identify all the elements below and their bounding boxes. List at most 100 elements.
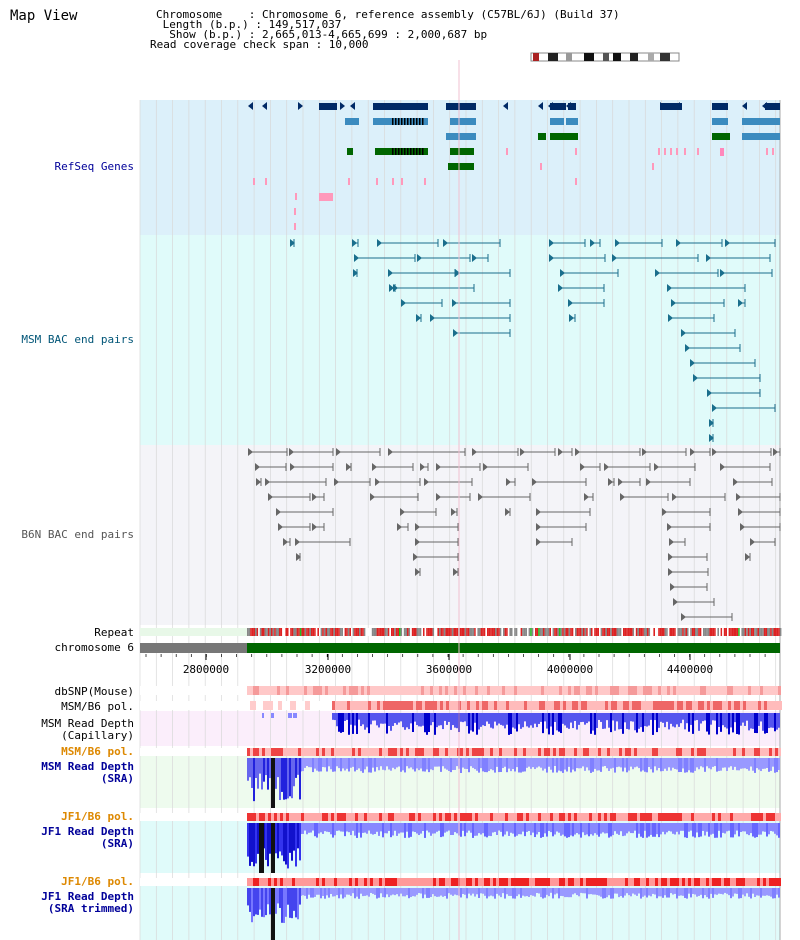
jf1-sra-depth-bar <box>384 823 386 834</box>
msm-bac-pair-end <box>685 344 690 352</box>
jf1-pol-cell <box>403 813 406 821</box>
msm-pol-cell <box>527 701 530 710</box>
msm-cap-depth-bar <box>734 713 736 723</box>
jf1-trim-depth-bar <box>774 888 776 899</box>
msm-sra-depth-bar <box>332 758 334 772</box>
jf1-b6-pol-label-1[interactable]: JF1/B6 pol. <box>61 810 134 823</box>
dbsnp-cell <box>484 686 487 695</box>
jf1-pol-cell <box>391 813 394 821</box>
msm-sra-depth-label-1[interactable]: MSM Read Depth <box>41 760 134 773</box>
repeat-segment <box>429 628 431 636</box>
msm-cap-depth-bar <box>634 713 636 731</box>
exon-mark <box>410 118 412 125</box>
jf1-pol2-cell <box>595 878 598 886</box>
jf1-pol-cell <box>283 813 286 821</box>
msm-cap-depth-bar <box>610 713 612 733</box>
jf1-trim-depth-saturated <box>271 888 275 940</box>
repeat-segment <box>567 628 569 636</box>
msm-cap-depth-bar <box>722 713 724 726</box>
jf1-sra-depth-bar <box>740 823 742 832</box>
msm-sra-depth-bar <box>760 758 762 772</box>
msm-sra-depth-bar <box>702 758 704 768</box>
jf1-pol2-cell <box>283 878 286 886</box>
msm-cap-depth-bar <box>344 713 346 721</box>
gene-arrow <box>298 102 303 110</box>
jf1-pol-cell <box>328 813 331 821</box>
jf1-trim-depth-bar <box>560 888 562 896</box>
jf1-pol-cell <box>346 813 349 821</box>
jf1-pol-cell <box>340 813 343 821</box>
msm-pol2-cell <box>592 748 595 756</box>
msm-pol2-cell <box>262 748 265 756</box>
jf1-sra-depth-bar <box>500 823 502 832</box>
jf1-sra-depth-bar <box>440 823 442 838</box>
b6n-bac-pair-end <box>506 478 511 486</box>
jf1-sra-depth-bar <box>480 823 482 835</box>
repeat-segment <box>467 628 470 636</box>
jf1-trim-depth-bar <box>312 888 314 898</box>
dbsnp-cell <box>589 686 592 695</box>
b6n-bac-pair-end <box>532 478 537 486</box>
jf1-pol-cell <box>724 813 727 821</box>
msm-pol-cell <box>548 701 551 710</box>
jf1-pol-cell <box>484 813 487 821</box>
jf1-sra-depth-bar <box>536 823 538 835</box>
jf1-trim-depth-bar <box>546 888 548 895</box>
dbsnp-cell <box>262 686 265 695</box>
jf1-pol-cell <box>685 813 688 821</box>
msm-bac-track[interactable] <box>290 239 776 442</box>
b6n-bac-track[interactable] <box>248 448 781 621</box>
repeat-segment <box>325 628 327 636</box>
jf1-pol2-cell <box>304 878 307 886</box>
msm-pol2-cell <box>508 748 511 756</box>
jf1-trim-depth-bar <box>464 888 466 895</box>
jf1-trim-depth-bar <box>398 888 400 897</box>
msm-pol-cell <box>521 701 524 710</box>
jf1-sra-depth-bar <box>528 823 530 831</box>
dbsnp-cell <box>304 686 307 695</box>
refseq-genes-track[interactable] <box>248 102 780 230</box>
dbsnp-cell <box>292 686 295 695</box>
msm-sra-depth-bar <box>336 758 338 767</box>
jf1-pol-cell <box>577 813 580 821</box>
msm-bac-pair-end <box>655 269 660 277</box>
dbsnp-label[interactable]: dbSNP(Mouse) <box>54 685 134 698</box>
msm-pol2-cell <box>706 748 709 756</box>
msm-pol2-cell <box>709 748 712 756</box>
refseq-label[interactable]: RefSeq Genes <box>54 160 134 173</box>
msm-sra-depth-bar <box>247 758 249 781</box>
repeat-segment <box>651 628 654 636</box>
msm-pol2-cell <box>349 748 352 756</box>
jf1-sra-depth-bar <box>754 823 756 838</box>
msm-b6-pol-label-2[interactable]: MSM/B6 pol. <box>61 745 134 758</box>
msm-cap-depth-bar <box>352 713 354 734</box>
jf1-b6-pol-label-2[interactable]: JF1/B6 pol. <box>61 875 134 888</box>
msm-pol2-cell <box>685 748 688 756</box>
msm-cap-depth-label-1[interactable]: MSM Read Depth <box>41 717 134 730</box>
msm-sra-depth-bar <box>281 758 283 792</box>
jf1-pol2-cell <box>466 878 469 886</box>
msm-pol2-cell <box>547 748 550 756</box>
repeat-segment <box>643 628 646 636</box>
jf1-sra-depth-bar <box>612 823 614 836</box>
jf1-sra-depth-bar <box>291 823 293 861</box>
b6n-bac-label[interactable]: B6N BAC end pairs <box>21 528 134 541</box>
dbsnp-cell <box>277 686 280 695</box>
msm-b6-pol-label-1[interactable]: MSM/B6 pol. <box>61 700 134 713</box>
msm-pol-cell <box>263 701 273 710</box>
msm-cap-depth-bar <box>532 713 534 728</box>
jf1-pol-cell <box>730 813 733 821</box>
repeat-segment <box>679 628 681 636</box>
msm-pol-cell <box>410 701 413 710</box>
msm-sra-depth-bar <box>690 758 692 773</box>
repeat-segment <box>544 628 547 636</box>
jf1-sra-depth-label-1[interactable]: JF1 Read Depth <box>41 825 134 838</box>
msm-cap-depth-bar <box>600 713 602 722</box>
msm-sra-depth-bar <box>312 758 314 773</box>
msm-cap-depth-bar <box>548 713 550 735</box>
jf1-trim-depth-bar <box>281 888 283 923</box>
jf1-pol2-cell <box>523 878 526 886</box>
jf1-trim-depth-label-1[interactable]: JF1 Read Depth <box>41 890 134 903</box>
msm-bac-label[interactable]: MSM BAC end pairs <box>21 333 134 346</box>
